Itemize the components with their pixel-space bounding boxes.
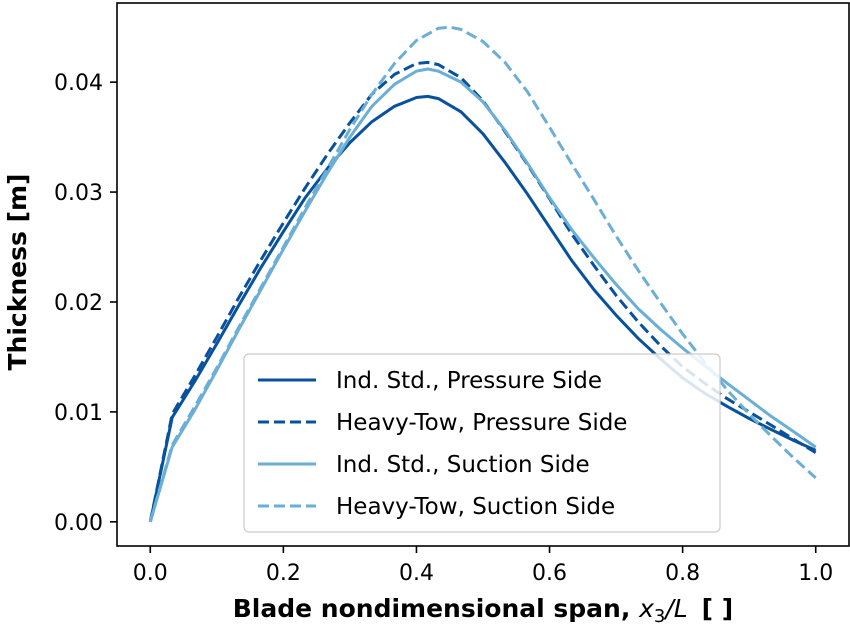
legend-frame	[243, 353, 721, 533]
x-tick-label: 0.8	[665, 561, 700, 586]
legend: Ind. Std., Pressure Side Heavy-Tow, Press…	[243, 353, 721, 533]
x-axis-ticks: 0.0 0.2 0.4 0.6 0.8 1.0	[133, 546, 833, 586]
x-tick-label: 0.0	[133, 561, 168, 586]
y-tick-label: 0.00	[54, 511, 103, 536]
y-axis-label: Thickness [m]	[3, 174, 32, 371]
plot-frame	[116, 2, 850, 547]
x-axis-label: Blade nondimensional span, x3/L[ ]	[233, 594, 733, 625]
legend-label-1: Ind. Std., Pressure Side	[336, 368, 602, 394]
y-tick-label: 0.03	[54, 181, 103, 206]
x-tick-label: 0.4	[399, 561, 434, 586]
y-tick-label: 0.02	[54, 291, 103, 316]
legend-label-4: Heavy-Tow, Suction Side	[336, 494, 615, 520]
y-tick-label: 0.01	[54, 401, 103, 426]
legend-label-3: Ind. Std., Suction Side	[336, 452, 590, 478]
x-tick-label: 0.2	[266, 561, 301, 586]
legend-label-2: Heavy-Tow, Pressure Side	[336, 410, 627, 436]
x-tick-label: 1.0	[798, 561, 833, 586]
y-tick-label: 0.04	[54, 71, 103, 96]
x-tick-label: 0.6	[532, 561, 567, 586]
y-axis-ticks: 0.00 0.01 0.02 0.03 0.04	[54, 71, 117, 536]
